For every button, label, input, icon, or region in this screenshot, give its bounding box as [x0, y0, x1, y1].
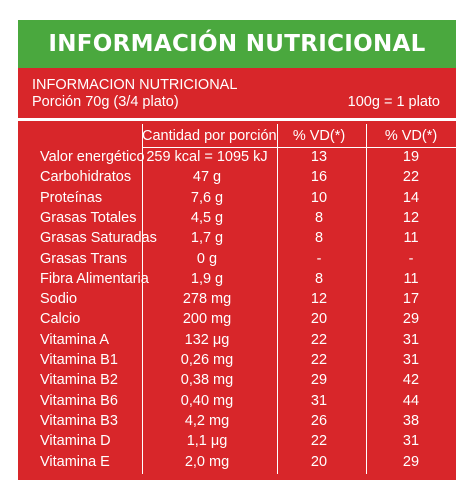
nutrition-panel: INFORMACION NUTRICIONAL Porción 70g (3/4…	[18, 68, 456, 480]
amount-per-portion: 0,38 mg	[180, 372, 234, 388]
amount-per-portion: 278 mg	[182, 291, 232, 307]
column-header-vd-100g: % VD(*)	[384, 128, 438, 144]
vd-portion: 10	[310, 190, 328, 206]
nutrient-name: Grasas Saturadas	[40, 230, 157, 246]
vd-100g: 38	[402, 413, 420, 429]
column-header-amount: Cantidad por porción	[142, 128, 277, 144]
vd-100g: 19	[402, 149, 420, 165]
nutrient-name: Valor energético	[40, 149, 145, 165]
panel-title: INFORMACION NUTRICIONAL	[32, 77, 238, 93]
column-divider	[366, 124, 367, 474]
nutrient-name: Grasas Totales	[40, 210, 137, 226]
vd-portion: 31	[310, 393, 328, 409]
amount-per-portion: 2,0 mg	[184, 454, 230, 470]
vd-100g: 14	[402, 190, 420, 206]
vd-portion: 22	[310, 433, 328, 449]
nutrient-name: Vitamina E	[40, 454, 110, 470]
column-header-divider	[142, 147, 456, 148]
nutrient-name: Calcio	[40, 311, 81, 327]
nutrient-name: Grasas Trans	[40, 251, 128, 267]
amount-per-portion: 1,9 g	[190, 271, 224, 287]
amount-per-portion: 0 g	[196, 251, 218, 267]
vd-portion: 8	[314, 210, 324, 226]
header-divider	[18, 118, 456, 121]
vd-100g: 29	[402, 454, 420, 470]
amount-per-portion: 0,26 mg	[180, 352, 234, 368]
nutrient-name: Proteínas	[40, 190, 103, 206]
vd-100g: -	[408, 251, 414, 267]
amount-per-portion: 1,1 μg	[186, 433, 228, 449]
title-banner: INFORMACIÓN NUTRICIONAL	[18, 20, 456, 68]
amount-per-portion: 132 μg	[184, 332, 230, 348]
nutrient-name: Vitamina B3	[40, 413, 118, 429]
vd-portion: 12	[310, 291, 328, 307]
amount-per-portion: 1,7 g	[190, 230, 224, 246]
column-divider	[142, 124, 143, 474]
vd-portion: 20	[310, 454, 328, 470]
banner-title: INFORMACIÓN NUTRICIONAL	[48, 31, 426, 57]
nutrient-name: Sodio	[40, 291, 78, 307]
nutrient-name: Carbohidratos	[40, 169, 132, 185]
vd-100g: 31	[402, 332, 420, 348]
amount-per-portion: 4,5 g	[190, 210, 224, 226]
vd-100g: 11	[403, 271, 419, 287]
vd-portion: 16	[310, 169, 328, 185]
nutrient-name: Vitamina A	[40, 332, 110, 348]
vd-100g: 44	[402, 393, 420, 409]
nutrient-name: Vitamina D	[40, 433, 111, 449]
vd-100g: 31	[402, 433, 420, 449]
vd-portion: 29	[310, 372, 328, 388]
amount-per-portion: 0,40 mg	[180, 393, 234, 409]
amount-per-portion: 4,2 mg	[184, 413, 230, 429]
vd-100g: 11	[403, 230, 419, 246]
vd-portion: 26	[310, 413, 328, 429]
vd-100g: 31	[402, 352, 420, 368]
vd-portion: -	[316, 251, 322, 267]
amount-per-portion: 7,6 g	[190, 190, 224, 206]
nutrient-name: Vitamina B1	[40, 352, 118, 368]
portion-label: Porción 70g (3/4 plato)	[32, 94, 179, 110]
vd-portion: 20	[310, 311, 328, 327]
vd-portion: 22	[310, 352, 328, 368]
vd-100g: 42	[402, 372, 420, 388]
nutrient-name: Vitamina B6	[40, 393, 118, 409]
amount-per-portion: 259 kcal = 1095 kJ	[146, 149, 268, 165]
column-header-vd-portion: % VD(*)	[292, 128, 346, 144]
column-divider	[277, 124, 278, 474]
amount-per-portion: 200 mg	[182, 311, 232, 327]
vd-portion: 13	[310, 149, 328, 165]
vd-100g: 12	[402, 210, 420, 226]
nutrient-name: Fibra Alimentaria	[40, 271, 149, 287]
vd-100g: 17	[402, 291, 420, 307]
amount-per-portion: 47 g	[192, 169, 222, 185]
vd-100g: 29	[402, 311, 420, 327]
vd-portion: 22	[310, 332, 328, 348]
vd-100g: 22	[402, 169, 420, 185]
vd-portion: 8	[314, 230, 324, 246]
vd-portion: 8	[314, 271, 324, 287]
portion-equivalence: 100g = 1 plato	[347, 94, 440, 110]
nutrient-name: Vitamina B2	[40, 372, 118, 388]
